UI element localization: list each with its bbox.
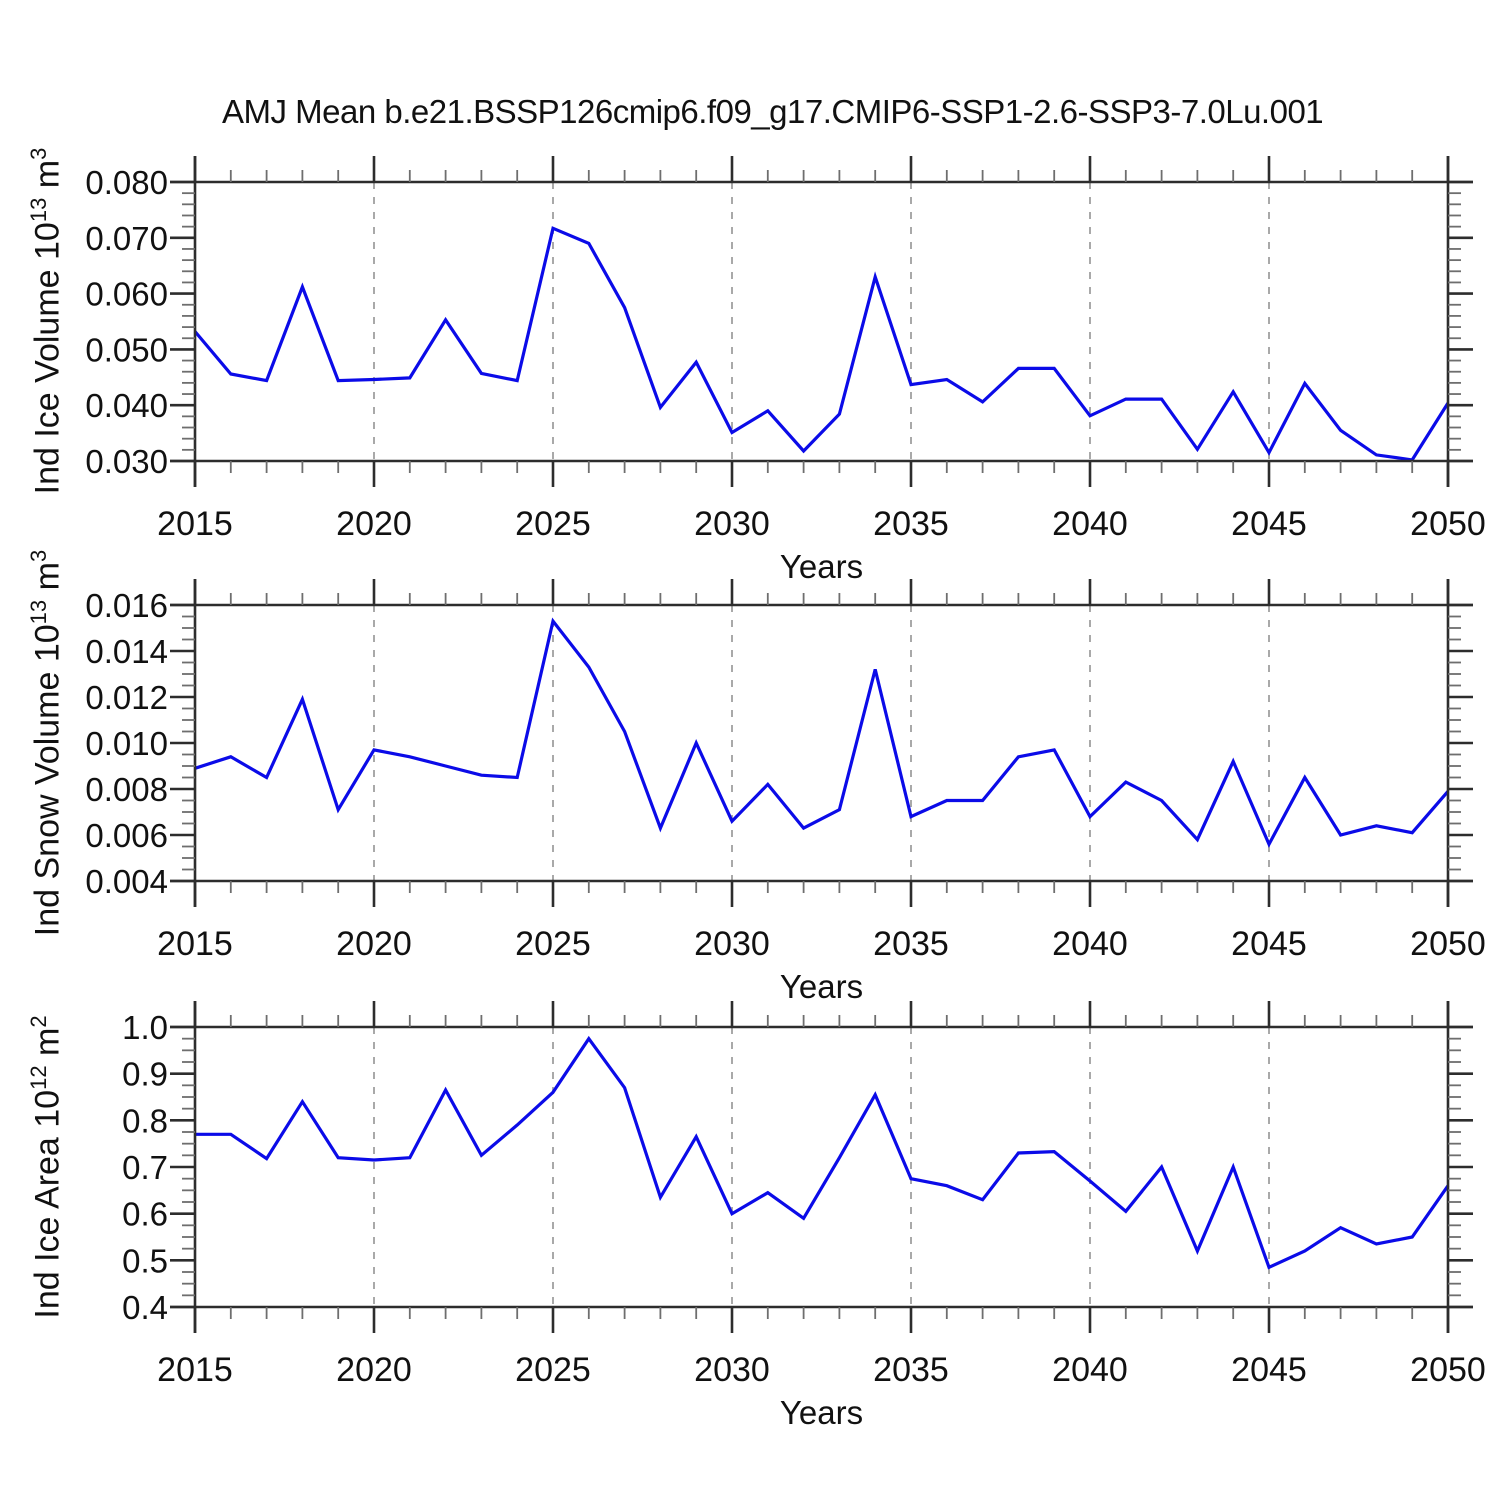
x-tick-label: 2025: [515, 1351, 591, 1389]
x-axis-title: Years: [780, 968, 863, 1005]
x-tick-label: 2015: [157, 505, 233, 543]
data-line-ind-ice-volume: [193, 226, 1450, 462]
panel-ind-ice-volume: 0.080 0.070 0.060 0.050 0.040 0.030 2015 2020 20…: [85, 156, 1486, 585]
y-tick-label: 0.9: [122, 1056, 168, 1093]
x-tick-label: 2020: [336, 925, 412, 963]
x-axis-title: Years: [780, 548, 863, 585]
x-tick-label: 2040: [1052, 505, 1128, 543]
panel-ind-ice-area: 1.0 0.9 0.8 0.7 0.6 0.5 0.4 2015 2020 2025 2030 203…: [122, 1001, 1486, 1431]
y-tick-label: 0.7: [122, 1149, 168, 1186]
x-tick-label: 2030: [694, 505, 770, 543]
y-tick-label: 0.040: [85, 387, 168, 424]
y-tick-label: 0.030: [85, 443, 168, 480]
x-tick-label: 2045: [1231, 1351, 1307, 1389]
y-tick-label: 0.060: [85, 276, 168, 313]
y-tick-label: 0.6: [122, 1196, 168, 1233]
data-line-ind-ice-area: [195, 1035, 1450, 1270]
y-tick-label: 1.0: [122, 1009, 168, 1046]
y-tick-label: 0.014: [85, 633, 168, 670]
x-tick-label: 2050: [1410, 925, 1486, 963]
x-tick-label: 2035: [873, 505, 949, 543]
x-tick-label: 2020: [336, 505, 412, 543]
x-tick-label: 2040: [1052, 925, 1128, 963]
y-tick-label: 0.012: [85, 679, 168, 716]
x-tick-label: 2045: [1231, 505, 1307, 543]
x-tick-label: 2050: [1410, 505, 1486, 543]
x-tick-label: 2045: [1231, 925, 1307, 963]
y-tick-label: 0.006: [85, 817, 168, 854]
y-tick-label: 0.070: [85, 220, 168, 257]
y-tick-label: 0.5: [122, 1242, 168, 1279]
panel-ind-snow-volume: 0.016 0.014 0.012 0.010 0.008 0.006 0.004 2015 2…: [85, 579, 1486, 1005]
x-tick-label: 2015: [157, 925, 233, 963]
x-axis-title: Years: [780, 1394, 863, 1431]
x-tick-label: 2020: [336, 1351, 412, 1389]
x-tick-label: 2035: [873, 925, 949, 963]
y-tick-label: 0.050: [85, 331, 168, 368]
x-tick-label: 2025: [515, 925, 591, 963]
y-tick-label: 0.008: [85, 771, 168, 808]
x-tick-label: 2050: [1410, 1351, 1486, 1389]
y-tick-label: 0.016: [85, 587, 168, 624]
x-tick-label: 2025: [515, 505, 591, 543]
x-tick-label: 2015: [157, 1351, 233, 1389]
y-tick-label: 0.010: [85, 725, 168, 762]
x-tick-label: 2040: [1052, 1351, 1128, 1389]
y-tick-label: 0.4: [122, 1289, 168, 1326]
y-tick-label: 0.080: [85, 164, 168, 201]
data-line-ind-snow-volume: [194, 617, 1450, 848]
x-tick-label: 2030: [694, 925, 770, 963]
chart-title: AMJ Mean b.e21.BSSP126cmip6.f09_g17.CMIP…: [222, 93, 1324, 130]
x-tick-label: 2035: [873, 1351, 949, 1389]
y-tick-label: 0.8: [122, 1102, 168, 1139]
y-tick-label: 0.004: [85, 863, 168, 900]
x-tick-label: 2030: [694, 1351, 770, 1389]
